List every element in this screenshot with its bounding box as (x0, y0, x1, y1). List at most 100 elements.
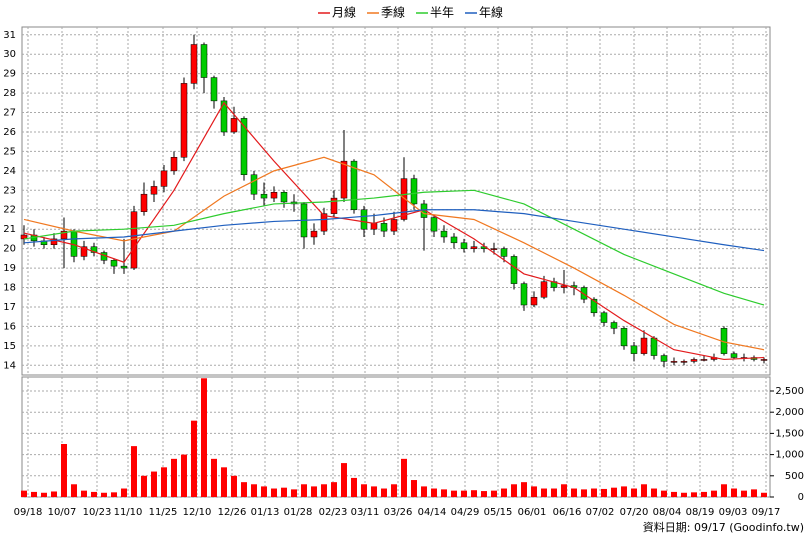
x-tick-label: 10/23 (83, 507, 112, 518)
y-tick-label: 28 (3, 88, 16, 99)
candle-body (280, 192, 288, 203)
y-tick-label: 16 (3, 321, 16, 332)
y2-tick-label: 2,000 (775, 407, 804, 418)
x-tick-label: 04/14 (418, 507, 447, 518)
y-tick-label: 14 (3, 360, 16, 371)
candle-body (110, 260, 118, 267)
volume-bar (351, 477, 357, 497)
candle-body (670, 361, 678, 363)
x-tick-label: 01/13 (251, 507, 280, 518)
volume-bar (551, 488, 557, 497)
volume-bar (281, 487, 287, 497)
legend-label: 季線 (381, 5, 405, 20)
candle-body (270, 192, 278, 199)
volume-bar (611, 487, 617, 497)
y2-tick-label: 2,500 (775, 386, 804, 397)
candle-body (350, 160, 358, 210)
x-tick-label: 06/16 (553, 507, 582, 518)
ma-line (23, 189, 765, 306)
candle-body (50, 238, 58, 245)
legend-label: 半年 (430, 6, 454, 20)
volume-bar (521, 482, 527, 497)
y2-tick-label: 1,500 (775, 428, 804, 439)
volume-bar (491, 490, 497, 497)
candle-body (700, 359, 708, 361)
candle-body (200, 44, 208, 78)
ma-line (23, 209, 765, 252)
candle-body (400, 178, 408, 220)
candle-body (180, 83, 188, 158)
volume-bar (391, 484, 397, 497)
volume-bar (171, 458, 177, 497)
volume-bar (481, 491, 487, 497)
volume-bar (101, 492, 107, 497)
candle-body (470, 246, 478, 249)
volume-bar (161, 467, 167, 497)
x-tick-label: 12/10 (183, 507, 212, 518)
candle-body (360, 209, 368, 230)
candle-body (380, 223, 388, 232)
y2-tick-label: 500 (785, 471, 804, 482)
candle-body (640, 337, 648, 354)
candle-body (80, 246, 88, 257)
volume-bar (371, 486, 377, 497)
volume-bar (591, 488, 597, 497)
volume-bar (471, 490, 477, 497)
volume-bar (661, 490, 667, 497)
volume-bar (201, 378, 207, 497)
y2-tick-label: 1,000 (775, 450, 804, 461)
x-tick-label: 11/10 (114, 507, 143, 518)
volume-bar (31, 491, 37, 497)
x-tick-label: 10/07 (48, 507, 77, 518)
candle-body (260, 193, 268, 199)
candle-body (680, 361, 688, 363)
candle-body (490, 248, 498, 250)
candle-body (530, 296, 538, 306)
volume-bar (751, 489, 757, 497)
volume-bar (21, 490, 27, 497)
volume-bar (621, 486, 627, 497)
volume-bar (111, 492, 117, 497)
y-tick-label: 31 (3, 30, 16, 41)
volume-bar (741, 490, 747, 497)
candle-body (60, 230, 68, 240)
x-tick-label: 11/25 (149, 507, 178, 518)
volume-bar (61, 443, 67, 497)
volume-bar (71, 484, 77, 497)
x-tick-label: 07/20 (620, 507, 649, 518)
volume-bar (731, 488, 737, 497)
x-tick-label: 05/15 (484, 507, 513, 518)
volume-bar (81, 490, 87, 497)
candle-body (440, 230, 448, 238)
volume-bar (91, 491, 97, 497)
y-tick-label: 19 (3, 263, 16, 274)
legend-label: 年線 (479, 5, 503, 20)
candle-body (150, 186, 158, 195)
candle-body (390, 219, 398, 232)
x-tick-label: 07/02 (586, 507, 615, 518)
x-tick-label: 09/17 (752, 507, 781, 518)
volume-bar (701, 491, 707, 497)
candle-body (450, 236, 458, 244)
volume-bar (631, 488, 637, 497)
volume-bar (291, 489, 297, 497)
footer: 資料日期: 09/17 (Goodinfo.tw) (643, 520, 804, 534)
y-tick-label: 25 (3, 146, 16, 157)
candle-body (610, 322, 618, 329)
candle-body (690, 359, 698, 362)
volume-bar (431, 488, 437, 497)
candle-body (620, 328, 628, 347)
volume-bar (451, 490, 457, 497)
x-tick-label: 08/04 (653, 507, 682, 518)
x-tick-label: 12/26 (218, 507, 247, 518)
volume-bar (211, 458, 217, 497)
candle-body (250, 174, 258, 195)
volume-bar (181, 454, 187, 497)
candle-body (510, 256, 518, 284)
volume-bar (231, 475, 237, 497)
candle-body (560, 285, 568, 288)
volume-bar (711, 490, 717, 497)
volume-bar (511, 484, 517, 497)
volume-bar (271, 488, 277, 497)
volume-bar (381, 488, 387, 497)
